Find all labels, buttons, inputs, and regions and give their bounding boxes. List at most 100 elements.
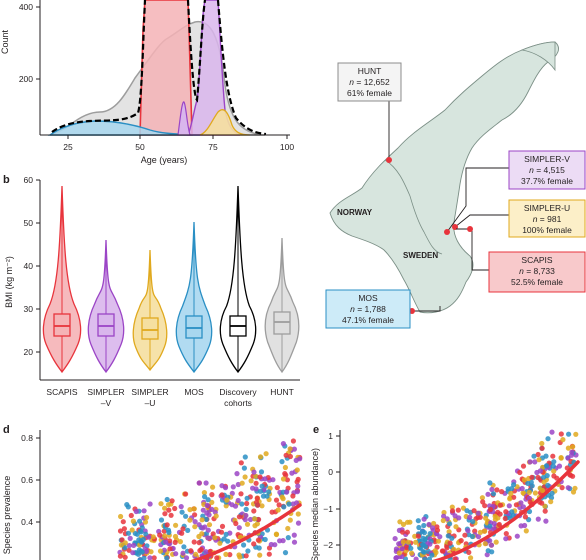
scatter-point [487,506,494,512]
scatter-point [285,525,291,532]
scatter-point [539,487,546,494]
scatter-point [270,477,276,483]
scatter-point [422,537,428,543]
scatter-point [508,490,514,497]
scatter-point [254,495,260,501]
scatter-point [266,551,272,557]
scatter-point [147,501,153,507]
scatter-point [241,465,247,471]
panel-d-ytick: 0.6 [21,475,33,485]
scatter-point [543,518,549,524]
scatter-point [162,505,168,511]
scatter-point [282,471,288,477]
panel-d-ylabel: Species prevalence [2,476,12,555]
simpleru-age-area [199,109,251,136]
panel-b-letter: b [3,174,10,186]
scatter-point [203,549,209,555]
scatter-point [429,525,436,531]
scatter-point [490,491,497,497]
scatter-point [440,517,446,524]
mos-age-area [47,120,201,136]
scatter-point [242,454,248,460]
scatter-point [531,453,537,459]
scatter-point [467,514,473,521]
scatter-point [421,522,427,529]
scatter-point [408,545,414,551]
scatter-point [187,507,193,513]
panel-a-ytick: 400 [19,2,33,12]
scatter-point [120,519,126,525]
scatter-point [492,513,498,519]
scatter-point [280,441,286,447]
scatter-point [494,487,500,493]
scatter-point [227,552,233,558]
scatter-point [245,548,251,554]
scatter-point [487,480,493,486]
scatter-point [248,478,254,484]
scatter-point [453,524,459,530]
scatter-point [126,547,132,553]
scatter-point [251,508,257,514]
scatter-point [487,523,493,529]
scatter-point [497,502,504,508]
scatter-point [294,479,300,485]
discovery-age-curve [51,0,267,136]
scatter-point [506,503,512,509]
scatter-point [274,485,280,491]
scatter-point [172,533,179,540]
scatter-point [273,497,280,503]
scatter-point [549,490,555,496]
scatter-point [244,495,250,501]
scatter-point [199,517,205,523]
scatter-point [181,544,187,550]
scatter-point [151,555,157,560]
scatter-point [423,544,429,550]
scatter-point [259,483,265,489]
scatter-point [282,550,289,556]
scatter-point [470,519,476,525]
scatter-point [472,528,478,534]
scatter-point [139,539,145,545]
panel-b-category-line2: cohorts [224,398,252,408]
scatter-point [243,553,249,559]
scatter-point [266,489,272,495]
scatter-point [219,523,226,530]
scatter-point [148,549,154,555]
scatter-point [393,555,400,560]
scatter-point [166,529,172,536]
scatter-point [421,530,427,536]
scatter-point [565,455,571,461]
scatter-point [235,481,241,488]
scatter-point [224,497,230,503]
cohort-leader-line [454,214,509,228]
scatter-point [162,533,168,539]
scatter-point [427,531,433,537]
scatter-point [491,521,497,527]
scatter-point [502,515,508,522]
scatter-point [541,479,547,485]
norway-label: NORWAY [337,208,373,217]
cohort-name: SIMPLER-V [524,154,570,164]
scatter-point [185,527,191,534]
scatter-point [413,556,419,560]
cohort-box-1 [508,150,586,190]
cohort-box-0 [337,62,402,102]
scatter-point [284,489,290,495]
scatter-point [558,431,564,437]
national-border [384,159,443,255]
panel-b-category: SIMPLER [131,387,168,397]
scatter-point [509,486,515,492]
scatter-point [551,473,557,479]
cohort-n: n = 981 [533,214,562,224]
cohort-leader-line [456,228,489,271]
scatter-point [404,544,410,551]
scatter-point [238,491,244,497]
scatter-point [117,553,123,559]
scatter-point [503,536,509,542]
scatter-point [421,549,427,555]
scatter-point [269,509,275,515]
scatter-point [520,463,527,469]
scatter-point [263,451,269,457]
scatter-point [466,549,472,556]
scatter-point [290,493,296,499]
